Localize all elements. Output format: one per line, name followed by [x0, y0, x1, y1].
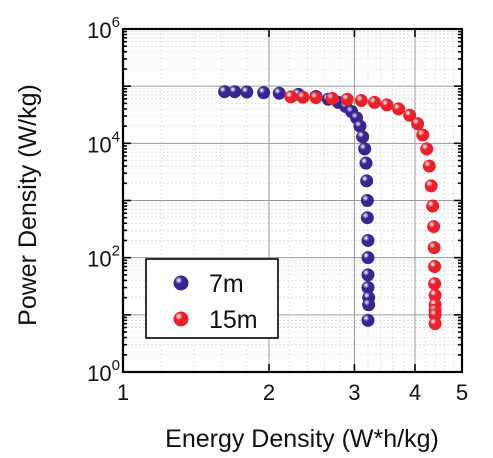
y-tick-labels: 100 102 104 106	[87, 14, 120, 386]
data-point-15m	[367, 95, 381, 109]
data-point-7m	[257, 86, 271, 100]
x-tick-label: 5	[456, 380, 468, 405]
data-point-15m	[340, 92, 354, 106]
data-point-15m	[428, 288, 442, 302]
data-point-7m	[361, 313, 375, 327]
y-tick-label: 102	[87, 243, 120, 272]
data-point-7m	[361, 233, 375, 247]
data-point-15m	[428, 260, 442, 274]
legend: 7m 15m	[145, 258, 279, 339]
data-point-15m	[284, 90, 298, 104]
data-point-7m	[240, 85, 254, 99]
data-point-15m	[325, 91, 339, 105]
data-point-15m	[422, 159, 436, 173]
legend-box	[145, 258, 279, 339]
data-point-15m	[427, 220, 441, 234]
legend-label-15m: 15m	[209, 306, 258, 334]
x-tick-label: 2	[263, 380, 275, 405]
data-point-15m	[309, 91, 323, 105]
data-point-7m	[360, 211, 374, 225]
data-point-7m	[353, 119, 367, 133]
x-tick-labels: 1 2 3 4 5	[117, 380, 468, 405]
data-point-15m	[428, 277, 442, 291]
data-point-15m	[424, 179, 438, 193]
data-point-15m	[427, 241, 441, 255]
data-point-7m	[272, 86, 286, 100]
legend-marker-7m	[173, 275, 189, 291]
y-tick-label: 106	[87, 14, 120, 43]
data-point-7m	[361, 251, 375, 265]
data-point-7m	[361, 268, 375, 282]
legend-marker-15m	[173, 311, 189, 327]
data-point-15m	[416, 128, 430, 142]
data-point-7m	[360, 194, 374, 207]
series-15m	[284, 90, 442, 331]
data-point-7m	[360, 174, 374, 188]
data-point-15m	[426, 199, 440, 213]
y-tick-label: 104	[87, 128, 120, 157]
data-point-7m	[218, 85, 232, 99]
data-point-15m	[296, 90, 310, 104]
data-point-7m	[362, 298, 376, 312]
data-point-15m	[420, 142, 434, 156]
data-point-15m	[411, 117, 425, 131]
x-axis-title: Energy Density (W*h/kg)	[165, 425, 439, 453]
x-tick-label: 1	[117, 380, 129, 405]
data-point-15m	[380, 98, 394, 112]
legend-label-7m: 7m	[209, 270, 244, 298]
x-tick-label: 3	[348, 380, 360, 405]
y-axis-title: Power Density (W/kg)	[14, 84, 42, 326]
data-point-7m	[359, 156, 373, 170]
data-points	[218, 85, 442, 331]
x-tick-label: 4	[409, 380, 421, 405]
data-point-7m	[358, 142, 372, 156]
data-point-7m	[356, 130, 370, 144]
data-point-7m	[228, 85, 242, 99]
data-point-15m	[354, 94, 368, 108]
data-point-15m	[403, 108, 417, 122]
data-point-15m	[392, 102, 406, 116]
y-tick-label: 100	[87, 357, 120, 386]
axis-ticks	[122, 28, 463, 373]
data-point-7m	[361, 281, 375, 295]
data-point-15m	[428, 317, 442, 331]
